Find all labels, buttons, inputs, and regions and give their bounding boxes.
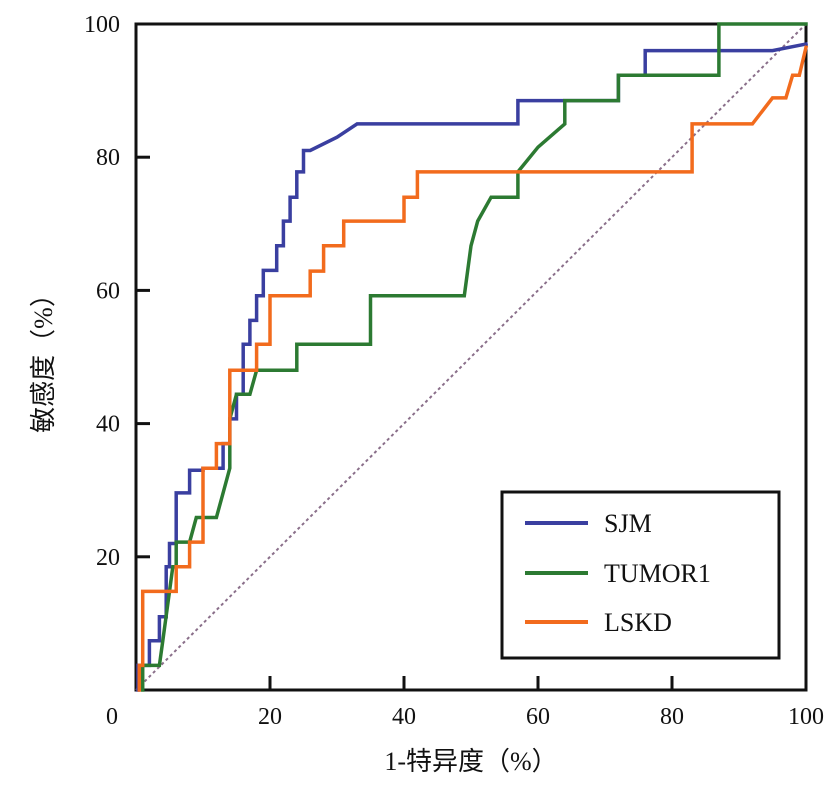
legend-label-tumor1: TUMOR1 [604, 559, 711, 588]
plot-frame [134, 22, 808, 692]
reference-diagonal-line [135, 23, 807, 691]
y-axis-ticks: 20 40 60 80 100 [84, 12, 150, 571]
y-tick-label: 100 [84, 12, 120, 38]
x-tick-label: 100 [788, 704, 824, 730]
x-tick-label: 60 [526, 704, 550, 730]
y-tick-label: 40 [96, 412, 120, 438]
x-axis-title: 1-特异度（%） [384, 747, 557, 776]
x-tick-label: 20 [258, 704, 282, 730]
legend-label-sjm: SJM [604, 509, 652, 538]
y-tick-label: 20 [96, 545, 120, 571]
x-axis-ticks: 0 20 40 60 80 100 [106, 676, 824, 730]
series-line-tumor1 [140, 22, 808, 692]
legend-label-lskd: LSKD [604, 608, 672, 637]
x-tick-label: 40 [392, 704, 416, 730]
legend: SJM TUMOR1 LSKD [500, 490, 781, 660]
y-tick-label: 80 [96, 145, 120, 171]
y-axis-title: 敏感度（%） [29, 281, 58, 433]
reference-diagonal [135, 23, 807, 691]
y-tick-label: 60 [96, 278, 120, 304]
x-tick-label: 80 [660, 704, 684, 730]
x-tick-label: 0 [106, 704, 118, 730]
series-line-lskd [137, 45, 809, 692]
roc-series [136, 22, 809, 692]
